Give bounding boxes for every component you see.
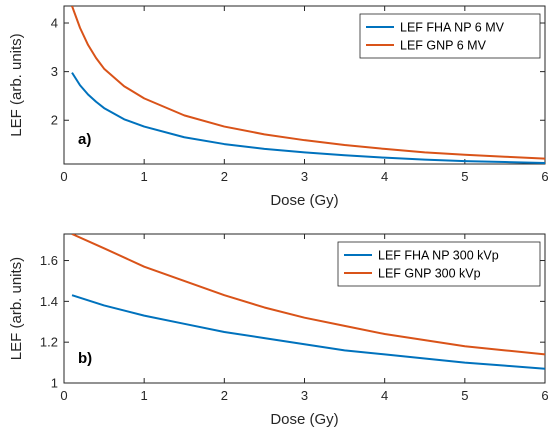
- x-axis-label: Dose (Gy): [270, 411, 338, 428]
- x-tick-label: 2: [221, 388, 228, 403]
- y-axis-label: LEF (arb. units): [8, 33, 25, 136]
- legend-box: [359, 13, 541, 59]
- panel-label: a): [78, 131, 91, 148]
- y-tick-label: 1: [51, 376, 58, 391]
- y-tick-label: 1.4: [40, 294, 58, 309]
- x-axis-label: Dose (Gy): [270, 192, 338, 209]
- x-tick-label: 4: [381, 388, 388, 403]
- y-tick-label: 2: [51, 113, 58, 128]
- series-line-0: [71, 294, 545, 370]
- x-tick-label: 6: [541, 388, 548, 403]
- x-tick-label: 1: [141, 169, 148, 184]
- chart-panel-a: 0 1 2 3 4 5 6 2 3 4 Dose (Gy) LEF (arb. units) a) LEF…: [8, 5, 549, 209]
- legend-entry-1: LEF GNP 300 kVp: [378, 267, 481, 281]
- legend-entry-1: LEF GNP 6 MV: [400, 39, 487, 53]
- series-line-1: [71, 234, 545, 356]
- series-line-1: [71, 6, 545, 160]
- series-line-0: [71, 72, 545, 164]
- x-tick-label: 2: [221, 169, 228, 184]
- legend-box: [337, 241, 541, 287]
- y-axis-label: LEF (arb. units): [8, 257, 25, 360]
- x-tick-label: 5: [461, 388, 468, 403]
- legend: LEF FHA NP 6 MV LEF GNP 6 MV: [359, 13, 541, 59]
- y-tick-label: 1.6: [40, 253, 58, 268]
- y-tick-label: 4: [51, 16, 58, 31]
- x-tick-label: 3: [301, 388, 308, 403]
- x-tick-label: 4: [381, 169, 388, 184]
- y-tick-label: 3: [51, 64, 58, 79]
- x-tick-label: 0: [60, 169, 67, 184]
- panel-label: b): [78, 350, 92, 367]
- y-tick-label: 1.2: [40, 335, 58, 350]
- legend-entry-0: LEF FHA NP 6 MV: [400, 21, 505, 35]
- x-tick-label: 3: [301, 169, 308, 184]
- x-tick-label: 1: [141, 388, 148, 403]
- legend-entry-0: LEF FHA NP 300 kVp: [378, 249, 499, 263]
- x-tick-label: 0: [60, 388, 67, 403]
- legend: LEF FHA NP 300 kVp LEF GNP 300 kVp: [337, 241, 541, 287]
- x-tick-label: 6: [541, 169, 548, 184]
- x-tick-label: 5: [461, 169, 468, 184]
